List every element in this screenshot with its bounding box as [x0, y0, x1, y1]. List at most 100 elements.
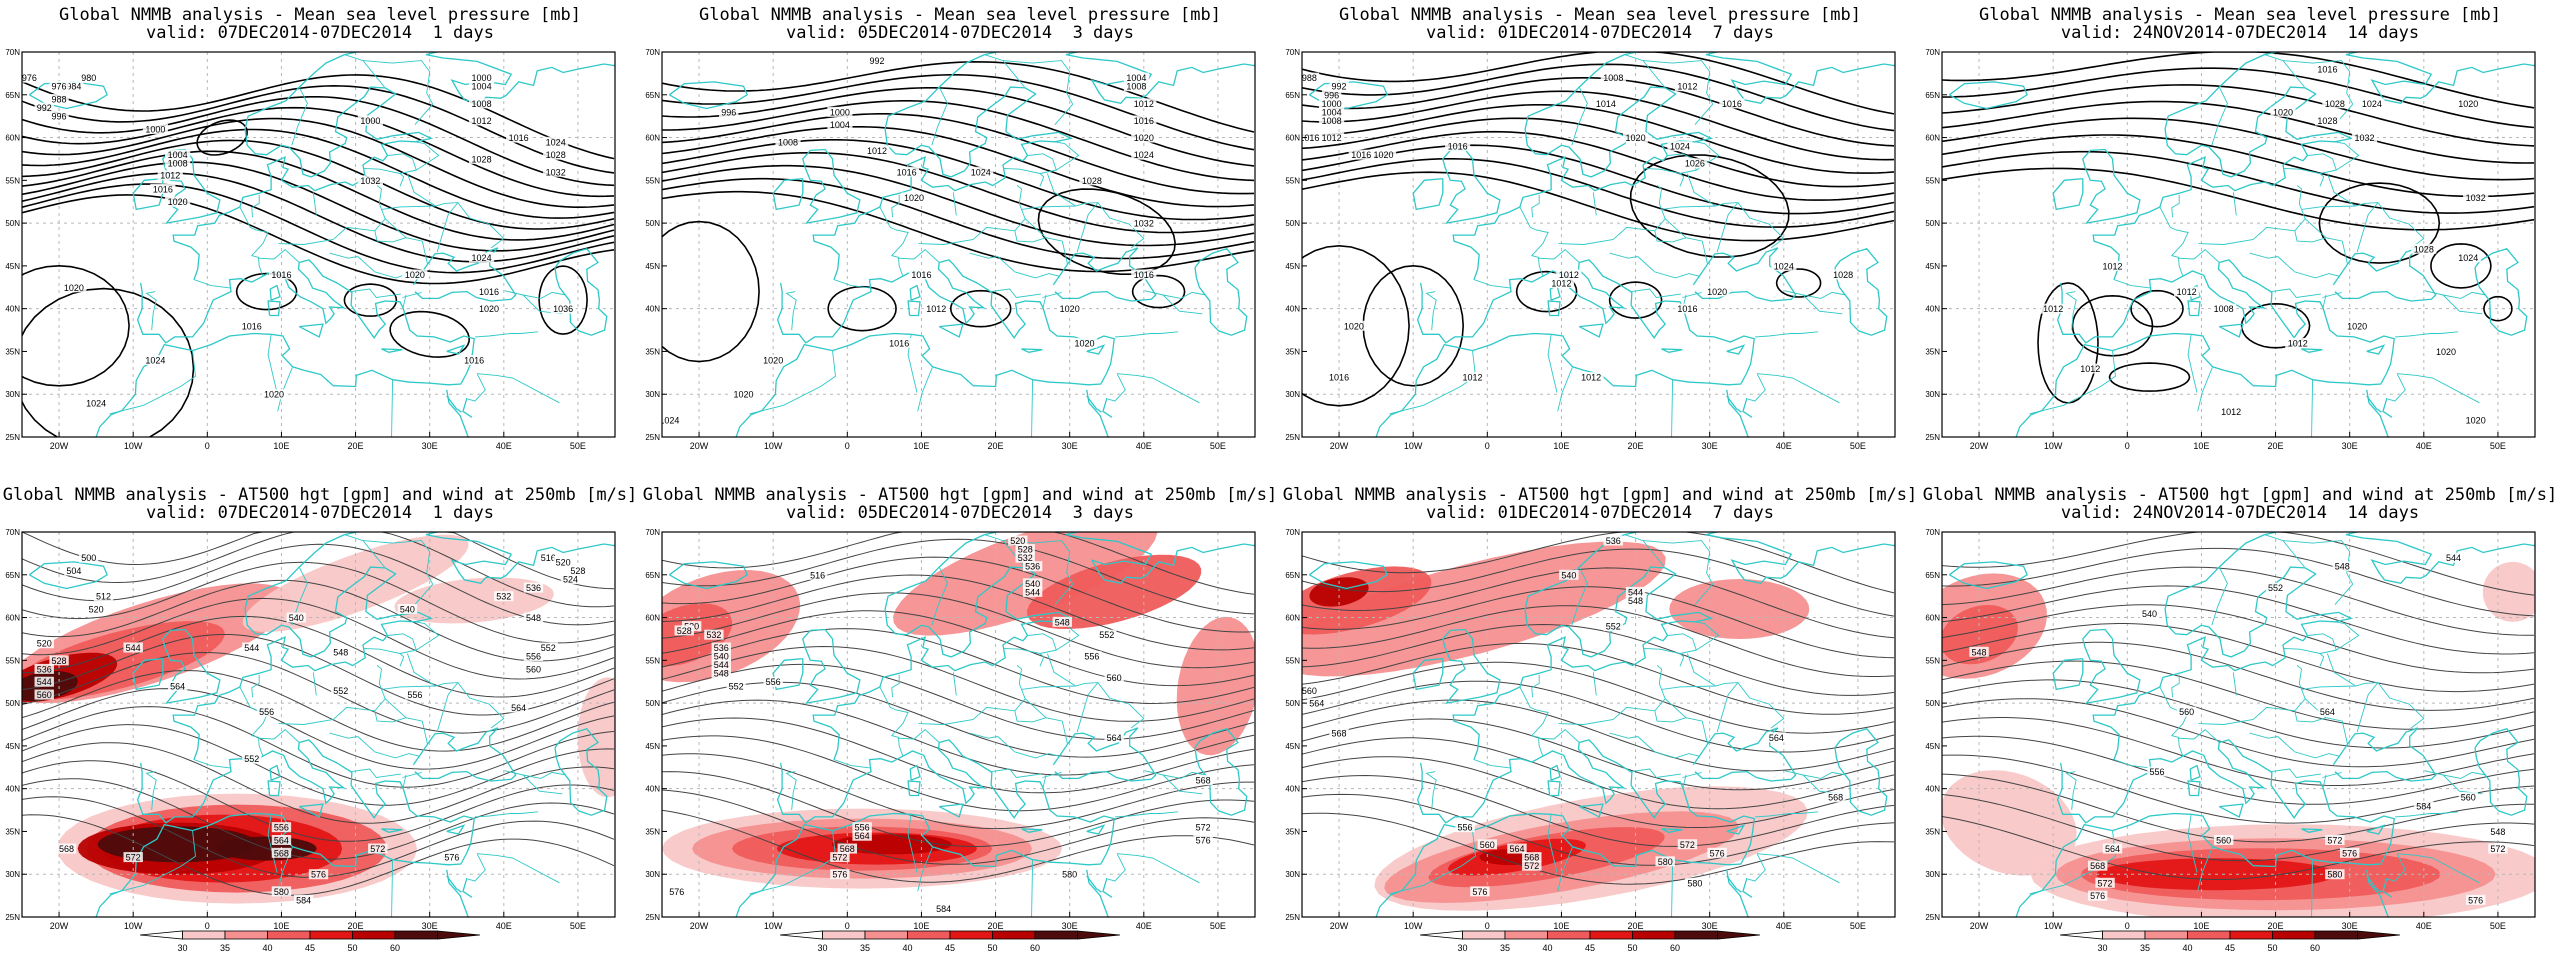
- contour-label: 512: [96, 592, 111, 602]
- contour-label: 532: [1018, 553, 1033, 563]
- contour-label-bg: [271, 822, 292, 833]
- mslp-panel-3day: Global NMMB analysis - Mean sea level pr…: [640, 0, 1280, 480]
- contour-label: 1026: [1685, 159, 1705, 169]
- chart-title: Global NMMB analysis - AT500 hgt [gpm] a…: [1922, 485, 2558, 505]
- coastline: [1452, 52, 1895, 280]
- isoline: [662, 126, 1255, 208]
- contour-label-bg: [468, 252, 495, 263]
- country-border: [522, 774, 563, 795]
- coastline: [446, 395, 462, 413]
- coastline: [2366, 824, 2386, 835]
- contour-label-bg: [1071, 337, 1098, 348]
- contour-label: 552: [333, 686, 348, 696]
- contour-label: 1032: [2354, 133, 2374, 143]
- contour-label: 1020: [1344, 321, 1364, 331]
- map-frame: [1301, 531, 1896, 918]
- isoline: [22, 172, 615, 263]
- contour-label: 1020: [763, 356, 783, 366]
- isoline-closed: [196, 119, 248, 156]
- chart-title: Global NMMB analysis - Mean sea level pr…: [1979, 5, 2501, 25]
- y-tick-label: 65N: [5, 91, 20, 100]
- contour-label-bg: [1348, 149, 1374, 160]
- country-border: [1745, 373, 1766, 402]
- x-tick-label: 30E: [1702, 441, 1718, 451]
- y-tick-label: 60N: [5, 134, 20, 143]
- isoline: [1302, 104, 1895, 174]
- wind-shading: [1027, 554, 1202, 629]
- country-border: [1642, 540, 1714, 605]
- contour-label-bg: [1477, 839, 1498, 850]
- wind-shading: [577, 677, 615, 798]
- y-tick-label: 35N: [1285, 827, 1300, 836]
- contour-label: 1012: [926, 304, 946, 314]
- isoline: [22, 194, 615, 285]
- coastline: [909, 284, 921, 301]
- contour-label-bg: [256, 706, 277, 717]
- colorbar-swatch: [2187, 930, 2231, 940]
- contour-label: 1016: [242, 321, 262, 331]
- country-border: [1002, 540, 1074, 605]
- contour-label-bg: [506, 132, 532, 143]
- contour-label: 560: [2461, 793, 2476, 803]
- contour-label-bg: [83, 397, 109, 408]
- contour-label-bg: [165, 158, 191, 169]
- contour-label: 556: [2149, 767, 2164, 777]
- country-border: [239, 206, 269, 277]
- contour-label-bg: [34, 676, 54, 687]
- map-content: 9889929961000100410081012101610161016102…: [1302, 52, 1895, 437]
- contour-label-bg: [468, 115, 495, 126]
- country-border: [991, 288, 1041, 298]
- isoline: [1302, 52, 1895, 115]
- contour-label-bg: [730, 389, 757, 400]
- country-border: [2177, 729, 2220, 743]
- contour-label-bg: [1057, 303, 1083, 314]
- colorbar-label: 40: [1542, 943, 1552, 953]
- contour-label: 1020: [405, 270, 425, 280]
- x-tick-label: 30E: [1062, 921, 1078, 931]
- x-tick-label: 50E: [1210, 441, 1226, 451]
- country-border: [1519, 686, 1549, 757]
- country-border: [402, 294, 407, 308]
- country-border: [2271, 768, 2321, 778]
- contour-label: 544: [1628, 587, 1643, 597]
- country-border: [1557, 366, 1574, 412]
- contour-label: 568: [274, 848, 289, 858]
- country-border: [312, 192, 317, 216]
- coastline: [162, 628, 221, 705]
- isoline-closed: [662, 220, 760, 363]
- coastline: [1412, 657, 1444, 691]
- country-border: [1021, 682, 1145, 729]
- contour-label: 992: [869, 56, 884, 66]
- coastline: [2366, 395, 2382, 413]
- country-border: [2029, 350, 2116, 415]
- contour-label-bg: [775, 136, 801, 147]
- contour-label-bg: [1578, 372, 1604, 383]
- y-tick-label: 40N: [1925, 305, 1940, 314]
- country-border: [2113, 279, 2152, 289]
- contour-label-bg: [2095, 877, 2115, 888]
- z500-panel-7day: Global NMMB analysis - AT500 hgt [gpm] a…: [1280, 480, 1920, 960]
- isoline: [1942, 660, 2535, 730]
- contour-label: 564: [1107, 733, 1122, 743]
- isoline-closed: [2037, 282, 2099, 404]
- contour-label: 568: [59, 844, 74, 854]
- x-tick-label: 30E: [1702, 921, 1718, 931]
- contour-label: 1016: [1329, 373, 1349, 383]
- contour-label: 1016: [911, 270, 931, 280]
- contour-label-bg: [165, 196, 191, 207]
- contour-label: 1008: [1603, 73, 1623, 83]
- contour-label: 564: [1769, 733, 1784, 743]
- contour-label: 568: [840, 844, 855, 854]
- contour-label-bg: [1022, 561, 1043, 572]
- isoline: [662, 190, 1255, 273]
- contour-label-bg: [1600, 72, 1626, 83]
- country-border: [1682, 774, 1687, 788]
- contour-label: 1000: [830, 107, 850, 117]
- contour-label-bg: [1008, 535, 1028, 546]
- country-border: [1519, 206, 1549, 277]
- country-border: [1784, 290, 1847, 299]
- country-border: [312, 672, 317, 696]
- contour-label-bg: [2270, 106, 2296, 117]
